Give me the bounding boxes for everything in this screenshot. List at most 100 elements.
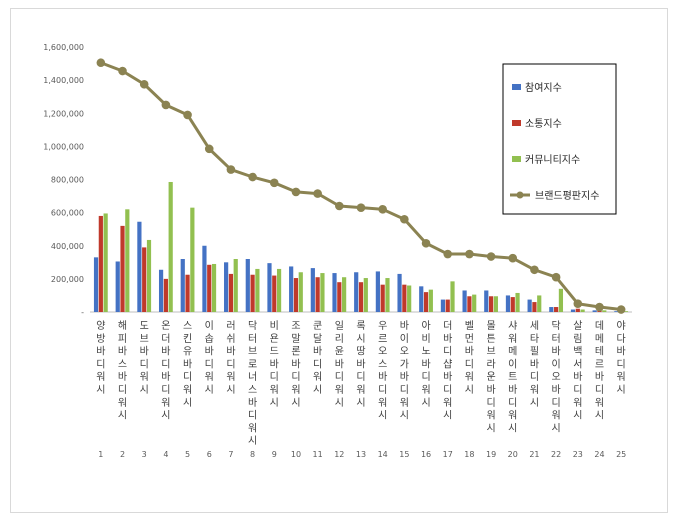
category-label-char: 일: [335, 320, 344, 332]
category-label-char: 디: [443, 346, 452, 358]
category-label-char: 먼: [465, 333, 474, 345]
category-label-char: 시: [335, 397, 344, 409]
category-label-char: 바: [161, 371, 170, 383]
category-label-char: 디: [205, 358, 214, 370]
bar-2-23: [580, 309, 585, 312]
rank-number: 22: [551, 450, 561, 459]
bar-0-2: [115, 261, 120, 312]
category-label-char: 디: [552, 397, 561, 409]
category-label-char: 바: [183, 358, 192, 370]
bar-0-8: [245, 259, 250, 312]
rank-number: 17: [443, 450, 453, 459]
rank-number: 9: [272, 450, 277, 459]
bar-2-5: [190, 207, 195, 312]
category-label-char: 터: [248, 333, 257, 345]
category-label-char: 로: [248, 359, 257, 370]
category-label-char: 바: [421, 358, 430, 370]
category-label-char: 드: [270, 347, 279, 358]
rank-number: 11: [313, 450, 323, 459]
brand-index-point-4: [161, 100, 171, 110]
y-tick-label: 1,200,000: [43, 109, 84, 118]
y-tick-label: 200,000: [51, 275, 84, 284]
rank-number: 6: [207, 450, 212, 459]
legend-box: [502, 63, 617, 215]
category-label-char: 이: [400, 333, 409, 345]
category-label-char: 워: [356, 383, 365, 396]
y-tick-label: 600,000: [51, 209, 84, 218]
rank-number: 14: [378, 450, 388, 459]
category-label-char: 디: [183, 371, 192, 383]
brand-index-point-11: [313, 189, 322, 198]
bar-2-15: [407, 285, 412, 312]
bar-2-14: [385, 278, 390, 312]
chart-svg: - 200,000 400,000 600,000 800,000 1,000,000 1,…: [43, 43, 632, 459]
bar-1-20: [510, 297, 515, 312]
category-label-char: 야: [617, 320, 626, 332]
category-label-char: 데: [595, 320, 604, 332]
category-label-char: 바: [335, 358, 344, 370]
brand-index-point-15: [400, 214, 409, 224]
category-label-char: 다: [617, 333, 626, 345]
category-label-char: 디: [270, 371, 279, 383]
brand-index-point-12: [335, 201, 344, 211]
bar-2-21: [537, 295, 542, 312]
rank-number: 19: [486, 450, 496, 459]
rank-number: 1: [98, 450, 103, 459]
category-label-char: 바: [552, 384, 561, 396]
category-label-char: 시: [400, 410, 409, 422]
bar-0-19: [484, 290, 489, 312]
category-label-char: 시: [378, 410, 387, 422]
bar-1-15: [402, 284, 407, 312]
bar-1-3: [142, 247, 147, 312]
brand-index-point-1: [96, 58, 106, 68]
category-label-char: 디: [443, 384, 452, 396]
category-label-char: 바: [443, 333, 452, 345]
category-label-char: 우: [378, 320, 387, 332]
brand-index-point-23: [573, 299, 583, 309]
category-label-char: 시: [486, 422, 495, 434]
category-label-char: 바: [378, 371, 387, 383]
bar-1-10: [293, 278, 299, 312]
category-label-char: 솝: [205, 333, 214, 345]
bar-2-10: [298, 272, 303, 312]
category-label-char: 가: [400, 358, 409, 370]
category-label-char: 유: [183, 346, 192, 358]
category-label-char: 론: [291, 346, 300, 358]
brand-index-point-7: [226, 165, 236, 174]
category-label-char: 디: [161, 358, 170, 370]
category-label-char: 시: [313, 384, 322, 396]
category-label-char: 디: [291, 371, 300, 383]
y-tick-label: 1,400,000: [43, 76, 84, 85]
bar-1-14: [380, 284, 385, 312]
category-label-char: 테: [595, 346, 604, 358]
bar-1-5: [185, 274, 190, 312]
category-label-char: 브: [248, 346, 257, 358]
category-label-char: 바: [313, 346, 322, 358]
brand-index-point-13: [356, 203, 366, 212]
bar-1-9: [272, 275, 277, 312]
bar-0-16: [419, 286, 424, 312]
rank-number: 7: [228, 450, 233, 459]
bar-2-18: [472, 294, 477, 312]
category-label-char: 시: [226, 384, 235, 396]
category-label-char: 서: [573, 358, 582, 370]
category-label-char: 시: [118, 410, 127, 422]
legend-label-0: 참여지수: [525, 82, 562, 94]
category-label-char: 시: [552, 422, 561, 434]
brand-index-point-14: [378, 205, 387, 214]
bar-2-22: [558, 288, 564, 312]
category-label-char: 시: [205, 384, 214, 396]
category-label-char: 바: [595, 371, 604, 383]
category-label-char: 이: [508, 358, 517, 370]
category-label-char: 디: [356, 371, 365, 383]
category-label-char: 바: [205, 346, 214, 358]
rank-number: 15: [399, 450, 409, 459]
category-label-char: 디: [508, 397, 517, 409]
category-label-char: 킨: [183, 333, 192, 345]
category-label-char: 도: [140, 321, 149, 332]
category-label-char: 디: [465, 358, 474, 370]
category-label-char: 바: [552, 346, 561, 358]
category-label-char: 디: [400, 384, 409, 396]
brand-index-point-5: [183, 110, 192, 120]
legend-swatch-0: [512, 84, 521, 90]
